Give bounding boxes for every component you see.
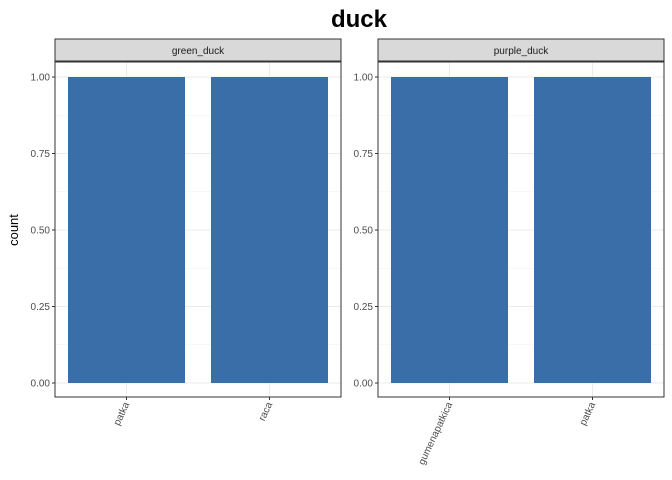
- facet-panels: green_duck 0.00 0.25 0.50 0.75 1.00 patka raca p…: [31, 38, 665, 467]
- y-axis-label: count: [6, 214, 21, 246]
- x-tick-label: gumenapatkica: [417, 400, 456, 467]
- y-tick-label: 0.00: [354, 379, 374, 390]
- y-tick-label: 0.75: [354, 149, 374, 160]
- x-tick-label: patka: [112, 400, 132, 427]
- y-tick-label: 0.50: [31, 226, 51, 237]
- facet-strip: [377, 38, 665, 62]
- bar-patka: [534, 77, 651, 383]
- bar-gumenapatkica: [391, 77, 508, 383]
- y-tick-label: 0.75: [31, 149, 51, 160]
- facet-strip-label: green_duck: [172, 46, 225, 57]
- y-tick-label: 0.50: [354, 226, 374, 237]
- facet-strip-label: purple_duck: [494, 46, 549, 57]
- y-tick-label: 0.25: [354, 302, 374, 313]
- facet-panel-purple_duck: purple_duck 0.00 0.25 0.50 0.75 1.00 gumenapat…: [354, 38, 665, 467]
- y-tick-label: 0.25: [31, 302, 51, 313]
- y-tick-label: 1.00: [31, 73, 51, 84]
- bar-raca: [211, 77, 328, 383]
- bar-patka: [68, 77, 185, 383]
- y-tick-label: 0.00: [31, 379, 51, 390]
- x-tick-label: raca: [257, 400, 275, 423]
- x-tick-label: patka: [578, 400, 598, 427]
- chart-title: duck: [331, 6, 388, 33]
- facet-strip: [54, 38, 342, 62]
- facet-panel-green_duck: green_duck 0.00 0.25 0.50 0.75 1.00 patka raca: [31, 38, 342, 427]
- y-tick-label: 1.00: [354, 73, 374, 84]
